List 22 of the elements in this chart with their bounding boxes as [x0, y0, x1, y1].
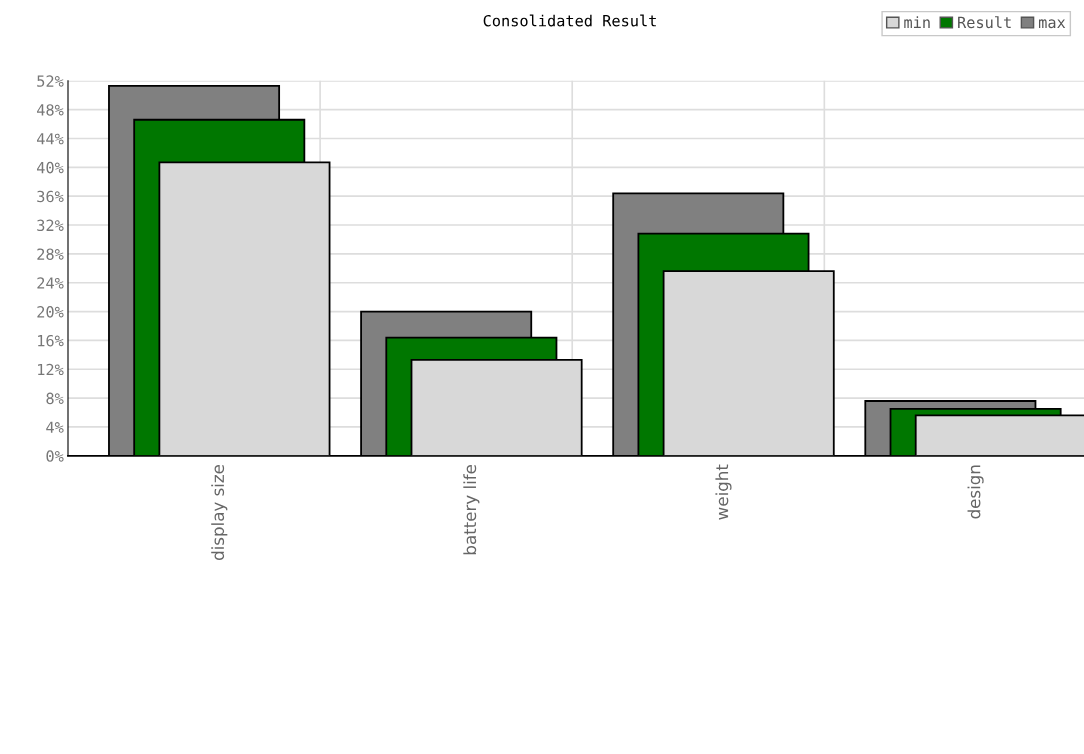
legend-label: max	[1039, 19, 1066, 29]
y-tick-label: 0%	[46, 450, 64, 462]
y-tick-label: 40%	[37, 161, 64, 174]
y-tick-label: 36%	[37, 190, 64, 203]
y-tick-label: 44%	[37, 133, 64, 145]
x-tick-label: weight	[715, 464, 732, 520]
legend-label: min	[904, 16, 930, 28]
y-tick-label: 20%	[37, 306, 64, 318]
legend-label: Result	[958, 16, 1011, 29]
x-tick-label: design	[967, 465, 984, 519]
x-tick-label: display size	[211, 465, 228, 561]
y-tick-label: 12%	[38, 363, 64, 376]
y-tick-label: 4%	[46, 421, 64, 433]
y-tick-label: 32%	[37, 219, 64, 232]
y-tick-label: 8%	[46, 392, 64, 405]
y-tick-label: 16%	[38, 334, 64, 347]
y-tick-label: 52%	[37, 75, 64, 87]
x-tick-label: battery life	[463, 465, 480, 555]
y-tick-label: 24%	[37, 277, 64, 289]
y-tick-label: 48%	[37, 104, 64, 116]
y-tick-label: 28%	[37, 248, 64, 260]
chart-title: Consolidated Result	[483, 14, 656, 27]
